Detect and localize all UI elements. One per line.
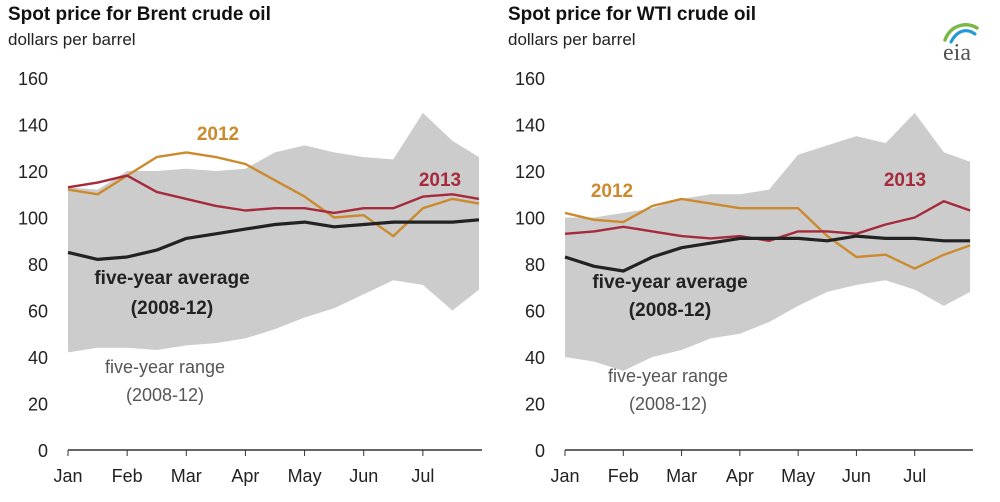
brent-chart-plot: 0 20 40 60 80 100 120 140 160 Jan Feb Mar Apr May Jun J… bbox=[18, 69, 482, 486]
y-axis-unit-label: dollars per barrel bbox=[508, 30, 636, 49]
x-tick-label: Jun bbox=[842, 466, 871, 486]
y-tick-label: 20 bbox=[28, 395, 48, 415]
eia-logo: eia bbox=[935, 20, 981, 66]
series-label-2012: 2012 bbox=[591, 181, 633, 202]
x-tick-label: Jan bbox=[53, 466, 82, 486]
five-year-range-band bbox=[565, 112, 971, 371]
y-tick-label: 120 bbox=[18, 162, 48, 182]
eia-logo-text: eia bbox=[943, 40, 971, 64]
series-line-y2012 bbox=[564, 197, 971, 270]
five-year-average-sublabel: (2008-12) bbox=[131, 298, 213, 319]
x-tick-label: May bbox=[288, 466, 322, 486]
five-year-average-sublabel: (2008-12) bbox=[629, 300, 711, 321]
chart-title: Spot price for WTI crude oil bbox=[508, 4, 757, 25]
x-tick-label: Apr bbox=[231, 466, 259, 486]
y-tick-label: 160 bbox=[18, 69, 48, 89]
y-axis-unit-label: dollars per barrel bbox=[8, 30, 136, 49]
y-tick-label: 20 bbox=[525, 395, 545, 415]
y-tick-label: 40 bbox=[525, 348, 545, 368]
y-tick-label: 0 bbox=[535, 441, 545, 461]
wti-chart-plot: 0 20 40 60 80 100 120 140 160 Jan Feb Mar Apr May Jun J… bbox=[515, 69, 973, 486]
series-label-2012: 2012 bbox=[197, 124, 239, 145]
x-tick-label: Apr bbox=[726, 466, 754, 486]
y-tick-label: 80 bbox=[525, 255, 545, 275]
five-year-average-label: five-year average bbox=[94, 268, 249, 289]
series-line-y2012 bbox=[67, 151, 480, 238]
series-label-2013: 2013 bbox=[419, 170, 461, 191]
chart-title: Spot price for Brent crude oil bbox=[8, 4, 271, 25]
y-tick-label: 120 bbox=[515, 162, 545, 182]
wti-chart-panel: Spot price for WTI crude oil dollars per… bbox=[500, 0, 1000, 502]
y-tick-label: 80 bbox=[28, 255, 48, 275]
x-tick-label: Feb bbox=[112, 466, 143, 486]
five-year-range-label: five-year range bbox=[105, 357, 225, 377]
x-tick-label: Jan bbox=[550, 466, 579, 486]
series-line-avg bbox=[564, 234, 971, 273]
x-tick-label: Mar bbox=[171, 466, 202, 486]
five-year-range-label: five-year range bbox=[608, 366, 728, 386]
y-tick-label: 160 bbox=[515, 69, 545, 89]
series-line-y2013 bbox=[67, 174, 480, 215]
x-tick-label: Feb bbox=[608, 466, 639, 486]
y-tick-label: 40 bbox=[28, 348, 48, 368]
x-tick-label: Jun bbox=[349, 466, 378, 486]
x-tick-label: May bbox=[781, 466, 815, 486]
x-tick-label: Jul bbox=[411, 466, 434, 486]
five-year-range-sublabel: (2008-12) bbox=[629, 394, 707, 414]
series-label-2013: 2013 bbox=[884, 170, 926, 191]
y-tick-label: 100 bbox=[515, 209, 545, 229]
brent-chart-panel: Spot price for Brent crude oil dollars p… bbox=[8, 4, 482, 486]
five-year-range-sublabel: (2008-12) bbox=[126, 385, 204, 405]
five-year-average-label: five-year average bbox=[592, 272, 747, 293]
eia-logo-icon: eia bbox=[943, 23, 979, 66]
y-tick-label: 60 bbox=[525, 302, 545, 322]
y-tick-label: 0 bbox=[38, 441, 48, 461]
x-tick-label: Jul bbox=[903, 466, 926, 486]
y-tick-label: 140 bbox=[18, 116, 48, 136]
series-line-avg bbox=[67, 218, 480, 261]
y-tick-label: 100 bbox=[18, 209, 48, 229]
y-tick-label: 60 bbox=[28, 302, 48, 322]
five-year-range-band bbox=[68, 112, 479, 353]
y-tick-label: 140 bbox=[515, 116, 545, 136]
series-line-y2013 bbox=[564, 199, 971, 243]
x-tick-label: Mar bbox=[666, 466, 697, 486]
